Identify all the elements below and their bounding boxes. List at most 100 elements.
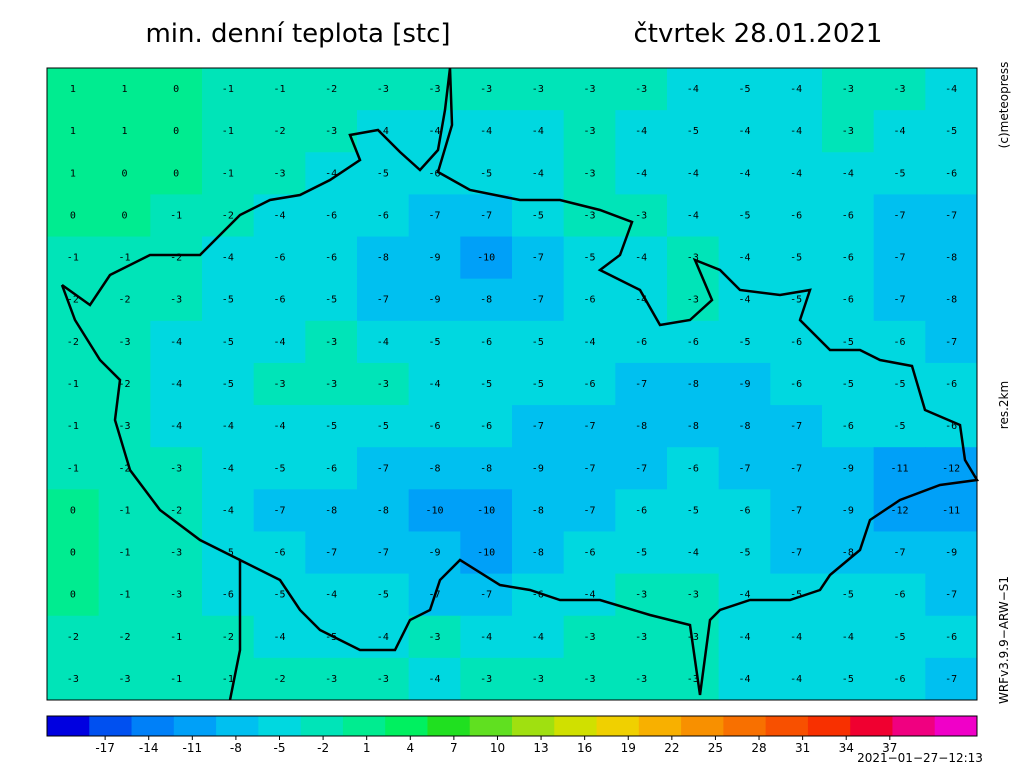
temp-value: -1	[67, 253, 79, 264]
temp-cell	[615, 320, 668, 364]
temp-cell	[822, 320, 875, 364]
temp-value: -3	[583, 168, 595, 179]
temp-value: -9	[428, 295, 440, 306]
temp-value: -3	[118, 421, 130, 432]
temp-cell	[202, 362, 255, 406]
temp-value: -2	[118, 379, 130, 390]
temp-value: -7	[893, 548, 905, 559]
temp-value: -8	[377, 505, 389, 516]
temp-value: -3	[635, 210, 647, 221]
temp-cell	[305, 573, 358, 617]
border-west	[60, 284, 241, 562]
colorbar-swatch	[892, 716, 936, 736]
temp-value: -3	[532, 674, 544, 685]
temp-cell	[667, 194, 720, 238]
temp-cell	[822, 531, 875, 575]
temp-cell	[563, 68, 616, 111]
temp-cell	[770, 362, 823, 406]
temp-value: -5	[738, 548, 750, 559]
temp-value: -5	[893, 421, 905, 432]
temp-cell	[925, 68, 978, 111]
temp-cell	[770, 615, 823, 659]
temp-cell	[512, 320, 565, 364]
temp-value: -4	[738, 168, 750, 179]
temp-value: -4	[687, 168, 699, 179]
temp-value: -1	[222, 168, 234, 179]
temp-cell	[667, 531, 720, 575]
temp-cell	[822, 152, 875, 195]
colorbar-tick-label: 22	[664, 741, 679, 755]
temp-cell	[253, 405, 306, 448]
temp-cell	[512, 615, 565, 659]
temp-cell	[150, 362, 203, 406]
temp-cell	[202, 278, 255, 322]
colorbar-tick-label: -14	[139, 741, 159, 755]
temp-cell	[357, 657, 410, 701]
temp-value: -5	[687, 505, 699, 516]
temp-cell	[563, 110, 616, 153]
temp-cell	[563, 278, 616, 322]
colorbar-swatch	[216, 716, 259, 736]
temp-value: -3	[428, 632, 440, 643]
temp-cell	[357, 447, 410, 490]
temp-value: -7	[480, 590, 492, 601]
temp-cell	[98, 278, 151, 322]
temp-value: -4	[635, 126, 647, 137]
colorbar-swatch	[427, 716, 471, 736]
temp-cell	[925, 110, 978, 153]
temp-cell	[150, 194, 203, 238]
colorbar-swatch	[934, 716, 978, 736]
temp-cell	[667, 68, 720, 111]
temp-cell	[667, 657, 720, 701]
temp-cell	[925, 489, 978, 532]
temp-value: -5	[222, 295, 234, 306]
temp-value: -6	[273, 253, 285, 264]
temp-value: -7	[480, 210, 492, 221]
temp-value: 0	[70, 505, 76, 516]
temp-cell	[563, 657, 616, 701]
temp-cell	[925, 531, 978, 575]
temp-cell	[202, 447, 255, 490]
temp-cell	[202, 573, 255, 617]
colorbar-swatch	[47, 716, 90, 736]
temp-value: -5	[842, 337, 854, 348]
temp-value: -1	[222, 126, 234, 137]
temp-value: -5	[687, 126, 699, 137]
temp-value: -4	[893, 126, 905, 137]
temp-cell	[770, 489, 823, 532]
temp-value: -4	[428, 379, 440, 390]
temp-value: -1	[222, 674, 234, 685]
temp-cell	[615, 573, 668, 617]
temp-cell	[512, 657, 565, 701]
temp-cell	[822, 657, 875, 701]
temp-value: -4	[738, 632, 750, 643]
temp-cell	[150, 278, 203, 322]
temp-cell	[357, 362, 410, 406]
temp-value: -6	[273, 548, 285, 559]
temp-value: 1	[70, 84, 76, 95]
temp-cell	[822, 447, 875, 490]
temp-value: -8	[377, 253, 389, 264]
temp-cell	[98, 194, 151, 238]
temp-value: -3	[583, 632, 595, 643]
temp-cell	[770, 531, 823, 575]
temp-cell	[822, 68, 875, 111]
colorbar-tick-label: -17	[95, 741, 115, 755]
temp-value: -3	[635, 590, 647, 601]
temp-value: -6	[583, 295, 595, 306]
temp-cell	[460, 573, 513, 617]
temp-value: -3	[325, 379, 337, 390]
temp-cell	[47, 489, 100, 532]
temp-cell	[47, 236, 100, 280]
temp-value: -4	[635, 295, 647, 306]
temp-value: -3	[428, 84, 440, 95]
colorbar-swatch	[723, 716, 767, 736]
temp-cell	[925, 573, 978, 617]
temp-value: -4	[532, 126, 544, 137]
temp-cell	[47, 657, 100, 701]
temp-value: -6	[635, 337, 647, 348]
temp-value: -1	[118, 505, 130, 516]
temp-value: -3	[325, 674, 337, 685]
temp-value: -4	[790, 168, 802, 179]
temp-cell	[253, 320, 306, 364]
